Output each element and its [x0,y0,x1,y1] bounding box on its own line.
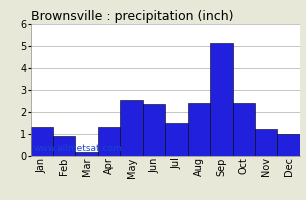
Bar [98,127,120,156]
Bar [188,103,210,156]
Text: Brownsville : precipitation (inch): Brownsville : precipitation (inch) [31,10,233,23]
Bar [210,43,233,156]
Bar [76,152,98,156]
Bar [53,136,76,156]
Bar [233,103,255,156]
Bar [165,123,188,156]
Text: www.allmetsat.com: www.allmetsat.com [33,144,122,153]
Bar [120,100,143,156]
Bar [143,104,165,156]
Bar [278,134,300,156]
Bar [255,129,278,156]
Bar [31,127,53,156]
